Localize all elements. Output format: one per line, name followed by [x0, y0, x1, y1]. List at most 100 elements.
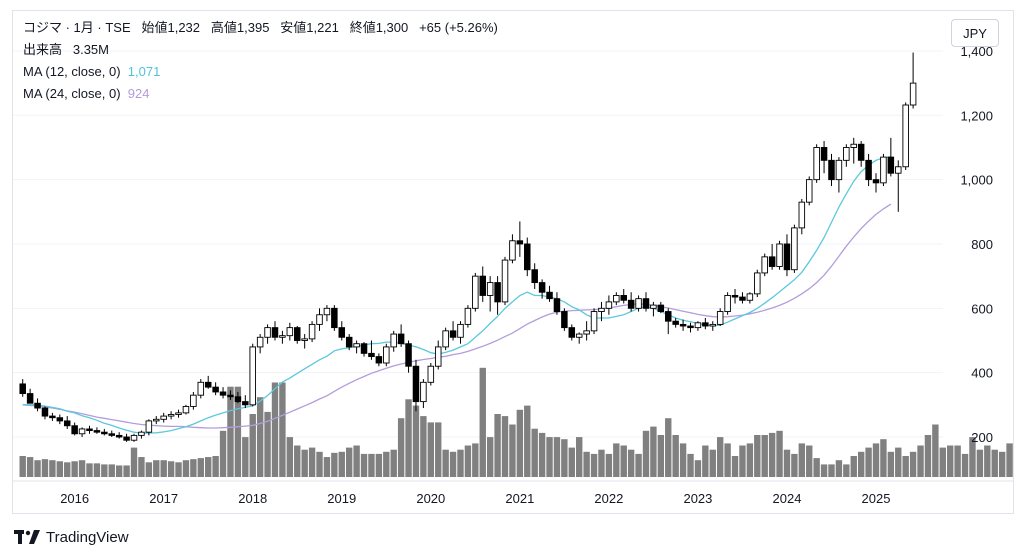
volume-bar-126 [954, 445, 961, 477]
volume-bar-62 [479, 367, 486, 477]
candle-13 [115, 432, 123, 439]
ma12-polyline [22, 156, 891, 434]
candle-66 [509, 234, 516, 264]
volume-value: 3.35M [72, 42, 109, 57]
volume-bar-66 [509, 424, 516, 477]
footer-branding[interactable]: TradingView [14, 526, 129, 548]
volume-bar-85 [650, 426, 657, 477]
candle-body-29 [234, 396, 242, 403]
candle-body-68 [524, 243, 531, 271]
candle-64 [494, 276, 501, 315]
volume-bar-33 [264, 411, 271, 477]
candle-body-12 [108, 433, 115, 436]
volume-bar-100 [761, 435, 768, 477]
candle-body-109 [828, 159, 835, 181]
volume-bar-39 [308, 447, 316, 477]
candle-119 [902, 102, 909, 170]
volume-bar-132 [998, 451, 1006, 477]
y-tick-label-0: 200 [971, 430, 993, 445]
volume-bar-90 [687, 453, 694, 477]
candle-57 [442, 327, 449, 351]
candle-body-6 [63, 420, 71, 427]
volume-bar-15 [130, 447, 138, 477]
ma24-line [22, 203, 892, 429]
candle-body-65 [501, 259, 509, 303]
candle-29 [234, 391, 242, 404]
volume-bar-63 [486, 437, 494, 477]
volume-bar-18 [153, 460, 160, 477]
volume-bar-16 [138, 457, 145, 477]
candle-body-110 [835, 159, 843, 181]
volume-bar-17 [145, 462, 153, 477]
y-tick-label-5: 1,200 [960, 108, 993, 123]
candle-body-87 [665, 311, 672, 322]
volume-bar-70 [538, 432, 546, 477]
volume-bar-1 [26, 457, 34, 477]
volume-bar-95 [724, 443, 731, 477]
chart-canvas[interactable]: 200 400 600 800 1,000 1,200 1,400 2016 2017 2018… [13, 11, 1013, 513]
candle-95 [724, 292, 731, 315]
candle-body-48 [375, 356, 383, 364]
candle-40 [316, 308, 323, 331]
time-axis: 2016 2017 2018 2019 2020 2021 2022 2023 2024 2025 [13, 480, 1013, 506]
currency-button[interactable]: JPY [951, 19, 999, 47]
volume-bar-112 [850, 456, 857, 477]
candle-65 [501, 256, 509, 306]
candle-87 [665, 308, 672, 335]
volume-bar-81 [620, 445, 627, 477]
volume-bar-64 [494, 414, 501, 477]
volume-bar-11 [101, 464, 108, 477]
candle-54 [420, 379, 427, 409]
volume-bar-128 [969, 437, 976, 477]
candle-5 [56, 414, 64, 425]
candle-body-80 [613, 295, 620, 303]
volume-bar-97 [739, 445, 746, 477]
candle-body-26 [212, 386, 219, 393]
candle-body-42 [331, 307, 338, 329]
volume-bar-75 [576, 437, 583, 477]
candle-114 [865, 153, 872, 187]
candle-body-20 [167, 414, 175, 417]
candle-body-55 [427, 365, 435, 383]
candle-body-17 [145, 420, 153, 433]
candle-85 [650, 301, 657, 317]
tradingview-brand-text: TradingView [46, 528, 129, 546]
candle-body-118 [895, 166, 902, 174]
ma12-legend-row[interactable]: MA (12, close, 0) 1,071 [23, 61, 498, 83]
ma24-label: MA (24, close, 0) [23, 86, 121, 101]
candle-117 [887, 137, 895, 177]
candle-82 [627, 292, 635, 312]
volume-bar-74 [568, 447, 575, 477]
candle-body-96 [731, 295, 739, 298]
volume-legend-row[interactable]: 出来高 3.35M [23, 39, 498, 61]
candle-88 [672, 317, 679, 328]
candle-24 [197, 379, 205, 399]
candle-body-0 [19, 383, 26, 395]
volume-bar-36 [286, 437, 294, 477]
volume-bar-53 [412, 405, 420, 477]
candle-body-5 [56, 417, 64, 422]
volume-bar-46 [360, 453, 368, 477]
close-label: 終値 [349, 20, 376, 35]
candle-75 [575, 332, 583, 344]
candle-body-28 [227, 394, 234, 398]
candle-body-59 [457, 323, 464, 338]
ma24-legend-row[interactable]: MA (24, close, 0) 924 [23, 83, 498, 105]
low-label: 安値 [280, 20, 307, 35]
candle-25 [204, 375, 212, 389]
candle-body-116 [880, 156, 887, 184]
candle-55 [427, 363, 435, 386]
volume-bar-91 [694, 460, 702, 477]
volume-bar-54 [420, 416, 427, 477]
chart-pane[interactable]: 200 400 600 800 1,000 1,200 1,400 2016 2017 2018… [12, 10, 1014, 514]
candle-34 [271, 321, 279, 341]
volume-bar-56 [435, 422, 442, 477]
candle-11 [101, 428, 108, 436]
candle-body-66 [509, 240, 516, 261]
candle-body-91 [694, 322, 702, 329]
candle-body-120 [909, 82, 917, 106]
candle-body-104 [791, 227, 798, 271]
candle-22 [182, 404, 190, 415]
candle-48 [375, 353, 383, 367]
volume-bar-116 [880, 439, 887, 477]
